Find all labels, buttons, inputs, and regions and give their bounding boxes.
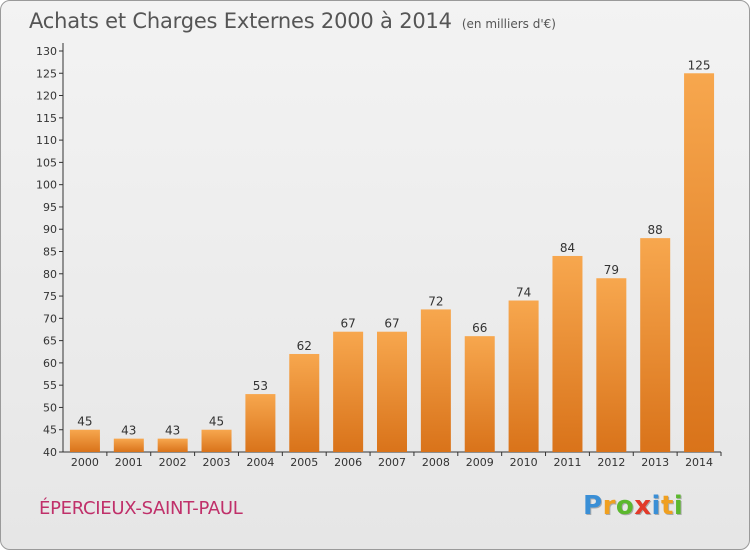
- bars: [69, 73, 715, 453]
- logo-letter: i: [651, 491, 661, 521]
- data-label: 72: [428, 294, 443, 308]
- data-labels: 45 43 43 45 53 62 67 67 72 66 74 84 79 88 125: [77, 58, 710, 437]
- x-tick-label: 2007: [378, 456, 406, 469]
- y-tick-label: 105: [36, 156, 57, 169]
- y-tick-label: 130: [36, 45, 57, 58]
- y-tick-label: 120: [36, 90, 57, 103]
- x-tick-label: 2013: [641, 456, 669, 469]
- logo-letter: o: [615, 491, 635, 521]
- data-label: 125: [688, 58, 711, 72]
- data-label: 62: [297, 339, 312, 353]
- bar: [69, 429, 100, 452]
- bar: [684, 73, 715, 453]
- bar: [333, 331, 364, 452]
- bar: [640, 238, 671, 452]
- y-axis: 40 45 50 55 60 65 70 75 80 85 90 95 100 105 110 115 120 1…: [36, 43, 64, 459]
- data-label: 53: [253, 379, 268, 393]
- data-label: 67: [384, 317, 399, 331]
- commune-name: ÉPERCIEUX-SAINT-PAUL: [39, 498, 243, 519]
- y-tick-label: 100: [36, 179, 57, 192]
- data-label: 88: [648, 223, 663, 237]
- bar: [508, 300, 539, 452]
- x-axis: 2000 2001 2002 2003 2004 2005 2006 2007 2008 2009…: [63, 451, 722, 469]
- x-tick-label: 2006: [334, 456, 362, 469]
- x-tick-label: 2012: [597, 456, 625, 469]
- proxiti-logo: Proxiti: [583, 491, 683, 521]
- bar: [377, 331, 407, 452]
- y-tick-label: 65: [43, 335, 57, 348]
- bar: [113, 438, 144, 452]
- y-tick-label: 75: [43, 290, 57, 303]
- logo-letter: t: [660, 491, 674, 521]
- x-tick-label: 2014: [685, 456, 713, 469]
- chart-unit-note: (en milliers d'€): [461, 17, 556, 31]
- x-tick-label: 2010: [510, 456, 538, 469]
- y-tick-label: 110: [36, 134, 57, 147]
- bar: [596, 278, 627, 452]
- y-tick-label: 80: [43, 268, 57, 281]
- bar: [420, 309, 451, 452]
- x-tick-label: 2001: [115, 456, 143, 469]
- bar: [464, 336, 495, 452]
- bar: [289, 353, 320, 452]
- data-label: 45: [209, 415, 224, 429]
- chart-title-block: Achats et Charges Externes 2000 à 2014 (e…: [29, 9, 556, 33]
- bar: [201, 429, 232, 452]
- logo-letter: i: [673, 491, 684, 521]
- logo-letter: r: [602, 491, 616, 521]
- x-tick-label: 2000: [71, 456, 99, 469]
- y-tick-label: 45: [43, 424, 57, 437]
- x-tick-label: 2009: [466, 456, 494, 469]
- data-label: 45: [77, 415, 92, 429]
- data-label: 74: [516, 286, 531, 300]
- x-tick-label: 2005: [290, 456, 318, 469]
- y-tick-label: 40: [43, 446, 57, 459]
- bar: [552, 255, 583, 452]
- bar: [157, 438, 188, 452]
- y-tick-label: 95: [43, 201, 57, 214]
- y-tick-label: 125: [36, 67, 57, 80]
- data-label: 79: [604, 263, 619, 277]
- x-tick-label: 2008: [422, 456, 450, 469]
- data-label: 43: [121, 424, 136, 438]
- y-tick-label: 55: [43, 379, 57, 392]
- x-tick-label: 2004: [246, 456, 274, 469]
- y-tick-label: 85: [43, 246, 57, 259]
- data-label: 84: [560, 241, 575, 255]
- y-tick-label: 60: [43, 357, 57, 370]
- logo-letter: P: [583, 491, 603, 521]
- y-tick-label: 115: [36, 112, 57, 125]
- x-tick-label: 2002: [159, 456, 187, 469]
- x-tick-label: 2003: [203, 456, 231, 469]
- logo-letter: x: [634, 491, 652, 521]
- x-tick-label: 2011: [553, 456, 581, 469]
- data-label: 43: [165, 424, 180, 438]
- data-label: 66: [472, 321, 487, 335]
- y-tick-label: 70: [43, 312, 57, 325]
- data-label: 67: [340, 317, 355, 331]
- y-tick-label: 50: [43, 401, 57, 414]
- bar: [245, 394, 276, 452]
- y-tick-label: 90: [43, 223, 57, 236]
- chart-title: Achats et Charges Externes 2000 à 2014: [29, 9, 452, 33]
